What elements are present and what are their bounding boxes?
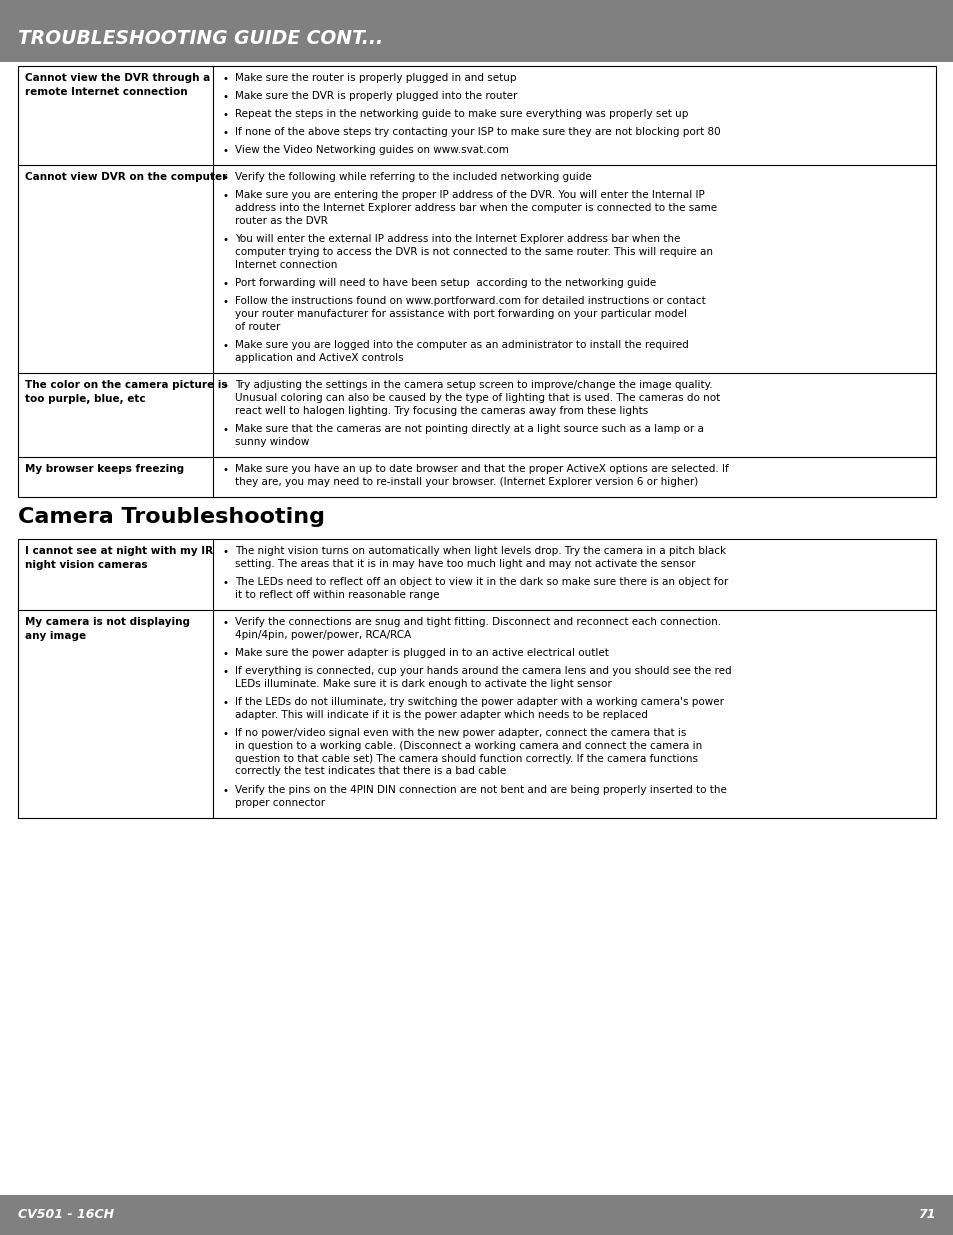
Text: View the Video Networking guides on www.svat.com: View the Video Networking guides on www.…: [234, 144, 508, 156]
Text: •: •: [223, 380, 229, 390]
Text: My camera is not displaying
any image: My camera is not displaying any image: [25, 618, 190, 641]
Text: The color on the camera picture is
too purple, blue, etc: The color on the camera picture is too p…: [25, 380, 227, 404]
Text: Verify the connections are snug and tight fitting. Disconnect and reconnect each: Verify the connections are snug and tigh…: [234, 618, 720, 640]
Text: •: •: [223, 74, 229, 84]
Text: Make sure the power adapter is plugged in to an active electrical outlet: Make sure the power adapter is plugged i…: [234, 648, 608, 658]
Text: The night vision turns on automatically when light levels drop. Try the camera i: The night vision turns on automatically …: [234, 546, 725, 569]
Text: Make sure you have an up to date browser and that the proper ActiveX options are: Make sure you have an up to date browser…: [234, 464, 728, 487]
Text: •: •: [223, 91, 229, 101]
Text: Camera Troubleshooting: Camera Troubleshooting: [18, 508, 325, 527]
Text: If no power/video signal even with the new power adapter, connect the camera tha: If no power/video signal even with the n…: [234, 727, 701, 777]
Text: If none of the above steps try contacting your ISP to make sure they are not blo: If none of the above steps try contactin…: [234, 127, 720, 137]
Text: •: •: [223, 464, 229, 474]
Text: •: •: [223, 729, 229, 739]
Text: •: •: [223, 279, 229, 289]
Text: My browser keeps freezing: My browser keeps freezing: [25, 464, 184, 474]
Text: I cannot see at night with my IR
night vision cameras: I cannot see at night with my IR night v…: [25, 546, 213, 569]
Text: •: •: [223, 296, 229, 306]
Text: •: •: [223, 618, 229, 627]
Text: Make sure the DVR is properly plugged into the router: Make sure the DVR is properly plugged in…: [234, 91, 517, 101]
Text: You will enter the external IP address into the Internet Explorer address bar wh: You will enter the external IP address i…: [234, 233, 712, 269]
Text: •: •: [223, 667, 229, 677]
Text: •: •: [223, 578, 229, 588]
Text: Port forwarding will need to have been setup  according to the networking guide: Port forwarding will need to have been s…: [234, 278, 656, 288]
Text: •: •: [223, 235, 229, 245]
Text: Repeat the steps in the networking guide to make sure everything was properly se: Repeat the steps in the networking guide…: [234, 109, 688, 119]
Bar: [18, 65, 935, 496]
Text: •: •: [223, 127, 229, 137]
Text: Verify the pins on the 4PIN DIN connection are not bent and are being properly i: Verify the pins on the 4PIN DIN connecti…: [234, 785, 726, 808]
Bar: [18, 538, 935, 818]
Bar: [0, 1195, 953, 1235]
Text: CV501 - 16CH: CV501 - 16CH: [18, 1209, 114, 1221]
Text: •: •: [223, 146, 229, 156]
Text: •: •: [223, 785, 229, 795]
Text: The LEDs need to reflect off an object to view it in the dark so make sure there: The LEDs need to reflect off an object t…: [234, 577, 727, 600]
Text: •: •: [223, 190, 229, 200]
Text: Make sure you are entering the proper IP address of the DVR. You will enter the : Make sure you are entering the proper IP…: [234, 190, 717, 226]
Text: •: •: [223, 173, 229, 183]
Text: Cannot view DVR on the computer: Cannot view DVR on the computer: [25, 172, 227, 182]
Text: •: •: [223, 425, 229, 435]
Text: Make sure the router is properly plugged in and setup: Make sure the router is properly plugged…: [234, 73, 516, 83]
Text: •: •: [223, 341, 229, 351]
Text: Follow the instructions found on www.portforward.com for detailed instructions o: Follow the instructions found on www.por…: [234, 296, 705, 332]
Text: If everything is connected, cup your hands around the camera lens and you should: If everything is connected, cup your han…: [234, 666, 731, 689]
Text: 71: 71: [918, 1209, 935, 1221]
Text: Try adjusting the settings in the camera setup screen to improve/change the imag: Try adjusting the settings in the camera…: [234, 380, 720, 416]
Text: •: •: [223, 648, 229, 658]
Text: Make sure that the cameras are not pointing directly at a light source such as a: Make sure that the cameras are not point…: [234, 424, 703, 447]
Text: Verify the following while referring to the included networking guide: Verify the following while referring to …: [234, 172, 591, 182]
Bar: [0, 0, 953, 62]
Text: Make sure you are logged into the computer as an administrator to install the re: Make sure you are logged into the comput…: [234, 340, 688, 363]
Text: If the LEDs do not illuminate, try switching the power adapter with a working ca: If the LEDs do not illuminate, try switc…: [234, 697, 723, 720]
Text: TROUBLESHOOTING GUIDE CONT...: TROUBLESHOOTING GUIDE CONT...: [18, 28, 383, 48]
Text: Cannot view the DVR through a
remote Internet connection: Cannot view the DVR through a remote Int…: [25, 73, 210, 96]
Text: •: •: [223, 547, 229, 557]
Text: •: •: [223, 698, 229, 708]
Text: •: •: [223, 110, 229, 120]
